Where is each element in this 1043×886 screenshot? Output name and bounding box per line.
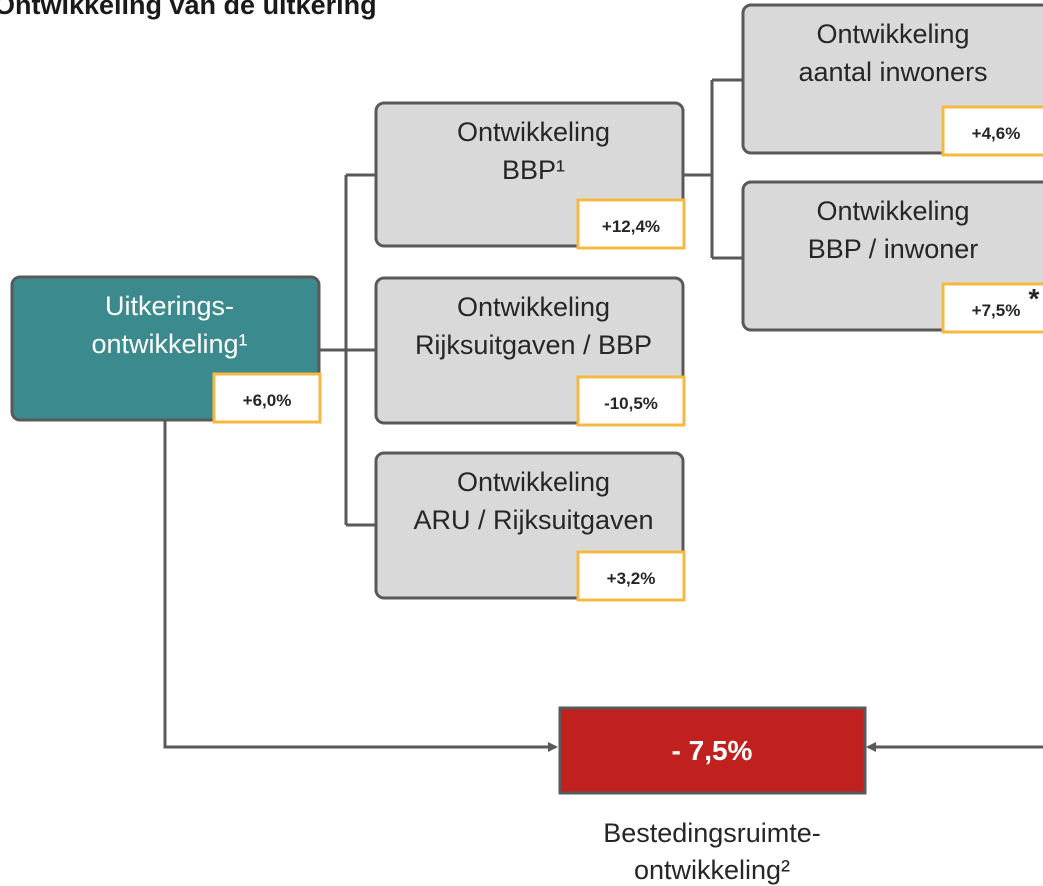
node-label: Ontwikkeling [816,19,969,49]
node: Ontwikkeling Rijksuitgaven / BBP -10,5% [374,276,686,427]
node-value: +12,4% [602,217,660,236]
node-label: Ontwikkeling [457,292,610,322]
result-label: ontwikkeling² [634,855,790,885]
node: Ontwikkeling BBP¹ +12,4% [374,101,686,250]
node-value: +4,6% [972,124,1021,143]
node-value: -10,5% [604,394,658,413]
node-label: Ontwikkeling [457,117,610,147]
value-box [941,282,1043,334]
node-label: BBP / inwoner [808,234,979,264]
node-value: +3,2% [607,569,656,588]
node-value: +6,0% [243,391,292,410]
value-box [576,550,686,602]
arrow [163,420,558,752]
title: Ontwikkeling van de uitkering [0,0,377,20]
value-box [941,105,1043,157]
node-label: aantal inwoners [798,57,987,87]
node: Uitkerings-ontwikkeling¹ +6,0% [10,275,322,424]
result: - 7,5% Bestedingsruimte-ontwikkeling² [558,706,867,885]
note-marker: * [1029,283,1040,314]
result-value: - 7,5% [672,735,753,766]
value-box [576,375,686,427]
result-label: Bestedingsruimte- [603,818,821,848]
node: Ontwikkeling BBP / inwoner +7,5% [741,180,1043,334]
node-label: BBP¹ [502,155,565,185]
value-box [576,198,686,250]
node: Ontwikkeling ARU / Rijksuitgaven +3,2% [374,451,686,602]
result-box [558,706,867,795]
connector [320,173,376,527]
connectors [163,78,1043,752]
node-label: Ontwikkeling [457,467,610,497]
connector [683,78,743,260]
node-label: ARU / Rijksuitgaven [413,505,653,535]
node-label: Rijksuitgaven / BBP [415,330,652,360]
node-label: ontwikkeling¹ [91,329,247,359]
node: Ontwikkeling aantal inwoners +4,6% [741,3,1043,157]
node-label: Uitkerings- [105,291,234,321]
value-box [212,372,322,424]
node-label: Ontwikkeling [816,196,969,226]
node-value: +7,5% [972,301,1021,320]
